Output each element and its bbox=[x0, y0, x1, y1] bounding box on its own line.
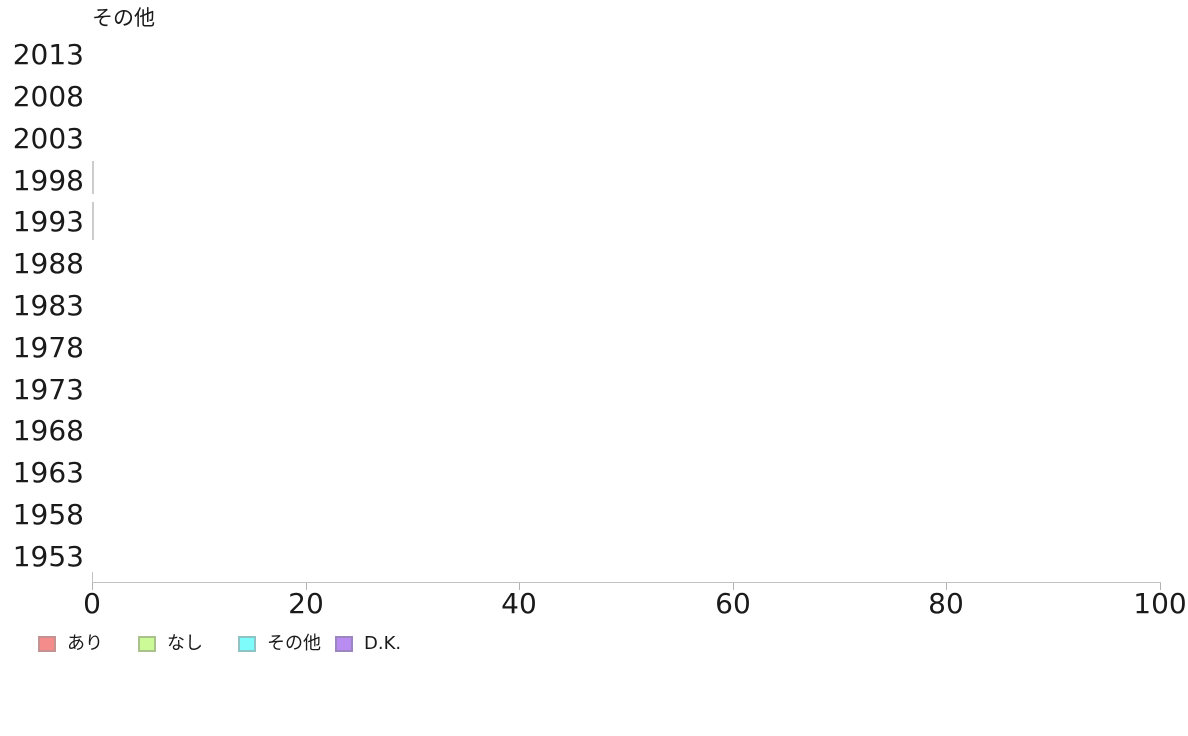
x-tick-label: 100 bbox=[1133, 587, 1187, 620]
y-axis-label: 1978 bbox=[12, 330, 84, 364]
x-axis-tick bbox=[306, 583, 307, 590]
legend-label-ari: あり bbox=[67, 633, 103, 654]
x-axis-tick bbox=[519, 583, 520, 590]
legend-item-dk[interactable]: D.K. bbox=[335, 634, 401, 654]
y-axis-label: 2008 bbox=[12, 80, 84, 114]
y-axis-label: 1968 bbox=[12, 414, 84, 448]
plot-area bbox=[92, 34, 1160, 577]
legend-label-sonota: その他 bbox=[267, 633, 321, 654]
y-axis-label: 1983 bbox=[12, 288, 84, 322]
y-axis-label: 1958 bbox=[12, 497, 84, 531]
x-tick-label: 60 bbox=[715, 587, 751, 620]
bar-1998 bbox=[92, 161, 94, 194]
y-axis-label: 1973 bbox=[12, 372, 84, 406]
y-axis-label: 1988 bbox=[12, 247, 84, 281]
x-axis-tick bbox=[1160, 583, 1161, 590]
x-tick-label: 80 bbox=[928, 587, 964, 620]
legend-label-nashi: なし bbox=[167, 633, 203, 654]
legend-swatch-ari bbox=[38, 636, 56, 652]
x-tick-label: 0 bbox=[83, 587, 101, 620]
y-axis-label: 2013 bbox=[12, 38, 84, 72]
x-axis-tick bbox=[733, 583, 734, 590]
legend-swatch-sonota bbox=[238, 636, 256, 652]
x-axis-left-stub bbox=[92, 572, 93, 582]
legend-item-sonota[interactable]: その他 bbox=[238, 634, 321, 654]
legend-swatch-nashi bbox=[138, 636, 156, 652]
x-tick-label: 40 bbox=[501, 587, 537, 620]
x-tick-label: 20 bbox=[288, 587, 324, 620]
legend: あり なし その他 D.K. bbox=[0, 634, 1188, 656]
bar-1993 bbox=[92, 202, 94, 240]
y-axis-label: 1993 bbox=[12, 205, 84, 239]
legend-item-ari[interactable]: あり bbox=[38, 634, 103, 654]
y-axis-label: 1963 bbox=[12, 456, 84, 490]
x-axis-line bbox=[92, 582, 1161, 583]
x-axis-tick bbox=[92, 583, 93, 590]
y-axis-label: 2003 bbox=[12, 121, 84, 155]
y-axis-label: 1953 bbox=[12, 539, 84, 573]
y-axis-labels: 2013 2008 2003 1998 1993 1988 1983 1978 … bbox=[0, 34, 84, 577]
legend-swatch-dk bbox=[335, 636, 353, 652]
chart-title: その他 bbox=[92, 6, 155, 30]
legend-item-nashi[interactable]: なし bbox=[138, 634, 203, 654]
y-axis-label: 1998 bbox=[12, 163, 84, 197]
x-axis-tick bbox=[946, 583, 947, 590]
legend-label-dk: D.K. bbox=[364, 633, 402, 654]
